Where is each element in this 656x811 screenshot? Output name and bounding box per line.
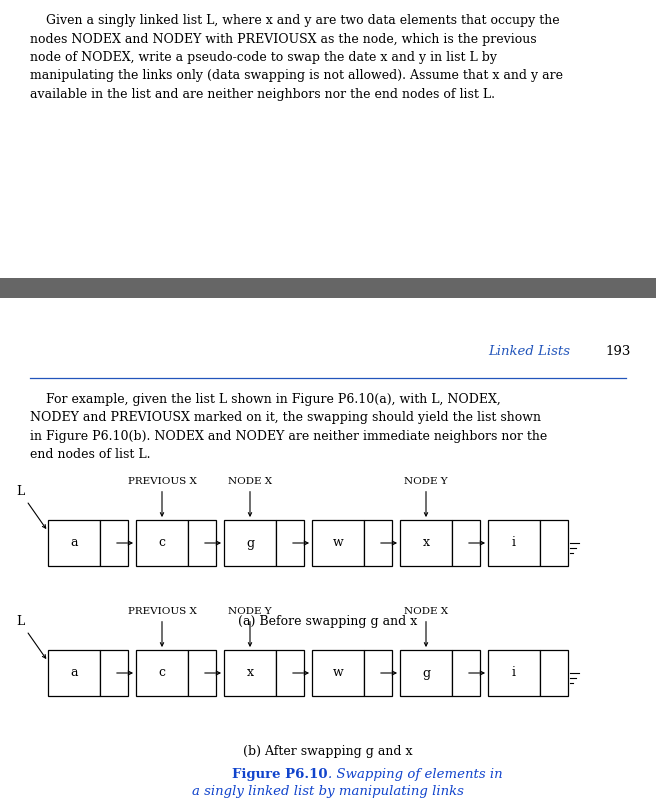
Text: c: c bbox=[159, 537, 165, 550]
Bar bbox=[400, 650, 452, 696]
Bar bbox=[100, 520, 128, 566]
Bar bbox=[224, 520, 276, 566]
Bar bbox=[136, 650, 188, 696]
Text: 193: 193 bbox=[605, 345, 630, 358]
Text: Linked Lists: Linked Lists bbox=[488, 345, 570, 358]
Text: nodes NODEX and NODEY with PREVIOUSX as the node, which is the previous: nodes NODEX and NODEY with PREVIOUSX as … bbox=[30, 32, 537, 45]
Text: Given a singly linked list L, where x and y are two data elements that occupy th: Given a singly linked list L, where x an… bbox=[30, 14, 560, 27]
Text: NODEY and PREVIOUSX marked on it, the swapping should yield the list shown: NODEY and PREVIOUSX marked on it, the sw… bbox=[30, 411, 541, 424]
Bar bbox=[540, 520, 568, 566]
Bar bbox=[188, 650, 216, 696]
Bar bbox=[312, 650, 364, 696]
Bar bbox=[488, 650, 540, 696]
Text: PREVIOUS X: PREVIOUS X bbox=[127, 607, 196, 646]
Bar bbox=[276, 650, 304, 696]
Text: NODE Y: NODE Y bbox=[404, 477, 448, 516]
Text: (a) Before swapping g and x: (a) Before swapping g and x bbox=[238, 615, 418, 628]
Text: i: i bbox=[512, 667, 516, 680]
Text: L: L bbox=[16, 615, 46, 659]
Bar bbox=[488, 520, 540, 566]
Text: g: g bbox=[246, 537, 254, 550]
Text: manipulating the links only (data swapping is not allowed). Assume that x and y : manipulating the links only (data swappi… bbox=[30, 70, 563, 83]
Text: a: a bbox=[70, 667, 78, 680]
Text: g: g bbox=[422, 667, 430, 680]
Text: NODE X: NODE X bbox=[228, 477, 272, 516]
Bar bbox=[48, 520, 100, 566]
Bar bbox=[400, 520, 452, 566]
Bar bbox=[136, 520, 188, 566]
Bar bbox=[0, 278, 656, 298]
Text: (b) After swapping g and x: (b) After swapping g and x bbox=[243, 745, 413, 758]
Bar bbox=[452, 650, 480, 696]
Bar bbox=[312, 520, 364, 566]
Text: Figure P6.10: Figure P6.10 bbox=[232, 768, 328, 781]
Text: in Figure P6.10(b). NODEX and NODEY are neither immediate neighbors nor the: in Figure P6.10(b). NODEX and NODEY are … bbox=[30, 430, 547, 443]
Bar bbox=[276, 520, 304, 566]
Bar bbox=[224, 650, 276, 696]
Text: x: x bbox=[247, 667, 253, 680]
Text: NODE X: NODE X bbox=[404, 607, 448, 646]
Bar bbox=[364, 520, 392, 566]
Bar bbox=[100, 650, 128, 696]
Text: . Swapping of elements in: . Swapping of elements in bbox=[328, 768, 502, 781]
Bar bbox=[364, 650, 392, 696]
Text: a: a bbox=[70, 537, 78, 550]
Bar bbox=[540, 650, 568, 696]
Text: c: c bbox=[159, 667, 165, 680]
Text: w: w bbox=[333, 667, 343, 680]
Bar bbox=[452, 520, 480, 566]
Text: PREVIOUS X: PREVIOUS X bbox=[127, 477, 196, 516]
Bar bbox=[188, 520, 216, 566]
Text: L: L bbox=[16, 485, 46, 528]
Text: end nodes of list L.: end nodes of list L. bbox=[30, 448, 150, 461]
Bar bbox=[48, 650, 100, 696]
Text: node of NODEX, write a pseudo-code to swap the date x and y in list L by: node of NODEX, write a pseudo-code to sw… bbox=[30, 51, 497, 64]
Text: x: x bbox=[422, 537, 430, 550]
Text: available in the list and are neither neighbors nor the end nodes of list L.: available in the list and are neither ne… bbox=[30, 88, 495, 101]
Text: a singly linked list by manipulating links: a singly linked list by manipulating lin… bbox=[192, 785, 464, 798]
Text: w: w bbox=[333, 537, 343, 550]
Text: i: i bbox=[512, 537, 516, 550]
Text: For example, given the list L shown in Figure P6.10(a), with L, NODEX,: For example, given the list L shown in F… bbox=[30, 393, 501, 406]
Text: NODE Y: NODE Y bbox=[228, 607, 272, 646]
